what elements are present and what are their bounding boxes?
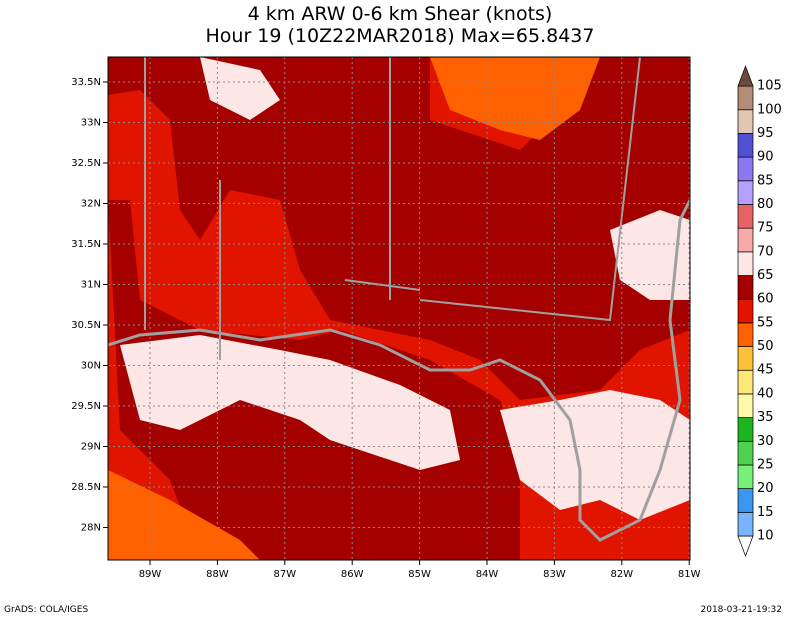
colorbar-box xyxy=(737,346,754,371)
colorbar-label: 55 xyxy=(757,315,774,330)
colorbar-box xyxy=(737,464,754,489)
title-line: Hour 19 (10Z22MAR2018) Max=65.8437 xyxy=(206,25,595,47)
colorbar-box xyxy=(737,180,754,205)
colorbar-box xyxy=(737,440,754,466)
lat-label: 31N xyxy=(81,280,101,291)
lon-label: 88W xyxy=(206,569,229,580)
colorbar-box xyxy=(737,275,754,300)
lon-label: 82W xyxy=(610,569,633,580)
colorbar-box xyxy=(737,511,754,537)
shear-field xyxy=(120,335,460,470)
colorbar-box xyxy=(737,133,754,158)
colorbar-label: 90 xyxy=(757,150,774,165)
lat-label: 33N xyxy=(81,118,101,129)
shear-field xyxy=(500,390,690,520)
colorbar-box xyxy=(737,298,754,324)
colorbar-label: 95 xyxy=(757,126,774,141)
lat-label: 32.5N xyxy=(71,158,101,169)
map xyxy=(108,57,690,560)
state-border xyxy=(144,57,641,360)
lat-label: 33.5N xyxy=(71,77,101,88)
colorbar-box xyxy=(737,322,754,347)
lat-label: 28.5N xyxy=(71,482,101,493)
colorbar-label: 65 xyxy=(757,268,774,283)
colorbar-label: 25 xyxy=(757,457,774,472)
lat-label: 28N xyxy=(81,523,101,534)
colorbar-cap xyxy=(737,65,754,87)
colorbar-box xyxy=(737,204,754,229)
colorbar-box xyxy=(737,417,754,442)
colorbar-label: 100 xyxy=(757,102,782,117)
lat-label: 31.5N xyxy=(71,239,101,250)
grid: 33.5N 33N 32.5N 32N 31.5N 31N 30.5N 30N 29.5N 29N… xyxy=(71,57,701,580)
colorbar-label: 60 xyxy=(757,292,774,307)
colorbar-box xyxy=(737,393,754,418)
shear-field xyxy=(610,210,690,300)
shear-field xyxy=(430,57,600,140)
lon-label: 89W xyxy=(139,569,162,580)
shear-field xyxy=(200,57,280,120)
colorbar-box xyxy=(737,85,754,111)
footer-right: 2018-03-21-19:32 xyxy=(701,605,783,615)
lon-label: 81W xyxy=(678,569,701,580)
colorbar-label: 85 xyxy=(757,173,774,188)
colorbar-label: 50 xyxy=(757,339,774,354)
lon-label: 86W xyxy=(341,569,364,580)
coastline xyxy=(108,199,690,542)
colorbar-label: 35 xyxy=(757,410,774,425)
footer-left: GrADS: COLA/IGES xyxy=(4,605,88,615)
lat-label: 32N xyxy=(81,199,101,210)
lat-label: 30.5N xyxy=(71,320,101,331)
lat-label: 29.5N xyxy=(71,401,101,412)
title-line: 4 km ARW 0-6 km Shear (knots) xyxy=(248,3,553,25)
colorbar-label: 105 xyxy=(757,79,782,94)
colorbar-label: 10 xyxy=(757,529,774,544)
colorbar-box xyxy=(737,251,754,276)
colorbar-label: 75 xyxy=(757,221,774,236)
colorbar-label: 80 xyxy=(757,197,774,212)
map-frame xyxy=(107,56,691,561)
colorbar-box xyxy=(737,488,754,513)
colorbar-label: 45 xyxy=(757,363,774,378)
colorbar-box xyxy=(737,156,754,182)
colorbar-label: 70 xyxy=(757,244,774,259)
lon-label: 83W xyxy=(543,569,566,580)
lat-label: 29N xyxy=(81,442,101,453)
colorbar-label: 15 xyxy=(757,505,774,520)
colorbar-label: 20 xyxy=(757,481,774,496)
lat-label: 30N xyxy=(81,361,101,372)
colorbar-box xyxy=(737,109,754,134)
colorbar-box xyxy=(737,227,754,253)
colorbar-label: 30 xyxy=(757,434,774,449)
colorbar-box xyxy=(737,369,754,395)
lon-label: 87W xyxy=(273,569,296,580)
shear-field xyxy=(108,470,260,560)
lon-label: 85W xyxy=(408,569,431,580)
lon-label: 84W xyxy=(476,569,499,580)
colorbar-cap xyxy=(737,535,754,557)
shear-field xyxy=(108,57,690,400)
colorbar: 10 15 20 25 30 35 40 45 50 55 60 65 70 75 80 85 90 95 100 1… xyxy=(737,65,782,557)
colorbar-label: 40 xyxy=(757,386,774,401)
